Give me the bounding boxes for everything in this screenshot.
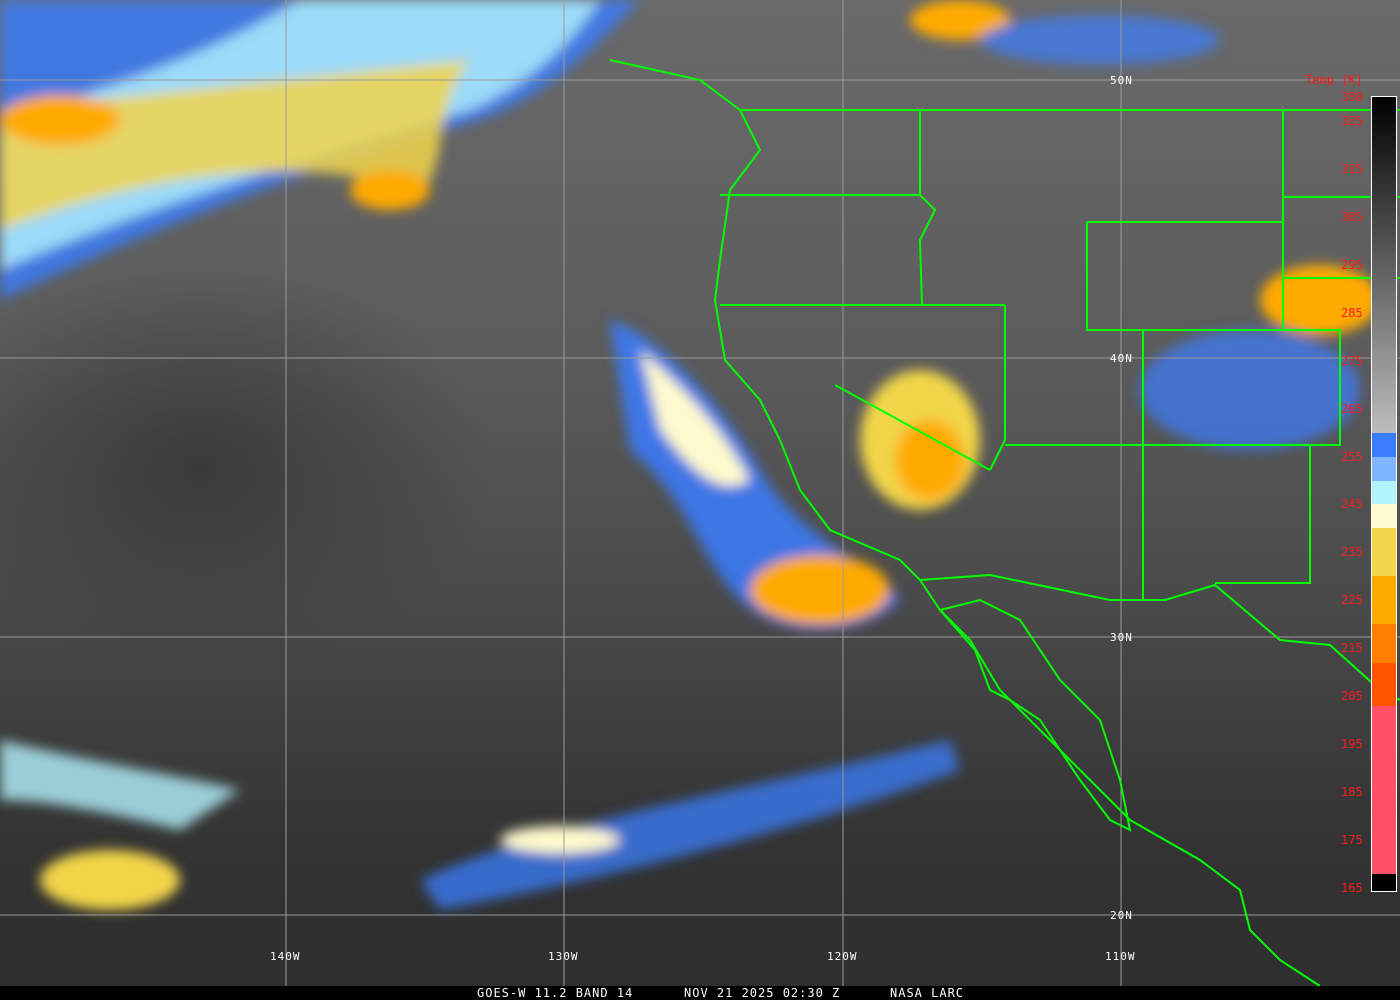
coastline-west <box>609 59 1321 987</box>
lat-label: 20N <box>1110 909 1133 922</box>
coastline-baja <box>938 598 1132 832</box>
colorbar-tick-label: 235 <box>1341 545 1363 560</box>
frontal-band-core <box>640 350 750 487</box>
cloud-cell <box>350 170 430 210</box>
cloud-cell <box>910 0 1010 40</box>
colorbar-tick-label: 185 <box>1341 785 1363 800</box>
colorbar-title: Temp [K] <box>1305 73 1363 87</box>
lat-label: 50N <box>1110 74 1133 87</box>
caption-satellite: GOES-W 11.2 BAND 14 <box>477 986 634 1000</box>
cloud-cell <box>980 15 1220 65</box>
lat-label: 40N <box>1110 352 1133 365</box>
colorbar-segment <box>1372 432 1396 457</box>
colorbar-tick-label: 195 <box>1341 737 1363 752</box>
cloud-band-south <box>0 740 240 830</box>
cloud-cell <box>1260 265 1380 335</box>
us-mexico-border <box>919 573 1400 701</box>
colorbar-tick-label: 215 <box>1341 641 1363 656</box>
cloud-cell <box>0 95 120 145</box>
cloud-cell <box>1140 330 1360 450</box>
caption-datetime: NOV 21 2025 02:30 Z <box>684 986 841 1000</box>
colorbar-segment <box>1372 662 1396 706</box>
colorbar-tick-label: 225 <box>1341 593 1363 608</box>
colorbar-segment <box>1372 97 1396 433</box>
state-borders <box>720 110 1400 600</box>
caption-source: NASA LARC <box>890 986 965 1000</box>
cloud-cell <box>750 555 890 625</box>
colorbar-tick-label: 265 <box>1341 401 1363 416</box>
colorbar-segment <box>1372 456 1396 481</box>
colorbar-tick-label: 275 <box>1341 353 1363 368</box>
temperature-colorbar <box>1371 96 1397 892</box>
colorbar-segment <box>1372 504 1396 529</box>
colorbar-tick-label: 330 <box>1341 90 1363 104</box>
cloud-cell <box>895 420 965 500</box>
lon-label: 140W <box>270 950 301 963</box>
colorbar-segment <box>1372 528 1396 577</box>
colorbar-tick-label: 295 <box>1341 257 1363 272</box>
colorbar-tick-label: 255 <box>1341 449 1363 464</box>
cloud-band-north-cold <box>0 60 470 230</box>
colorbar-tick-label: 315 <box>1341 161 1363 176</box>
colorbar-segment <box>1372 480 1396 505</box>
colorbar-tick-label: 165 <box>1341 881 1363 895</box>
colorbar-segment <box>1372 705 1396 874</box>
cloud-cell <box>500 826 620 854</box>
lon-label: 110W <box>1105 950 1136 963</box>
colorbar-tick-label: 175 <box>1341 833 1363 848</box>
colorbar-segment <box>1372 873 1396 888</box>
cloud-band-south <box>420 740 960 910</box>
colorbar-tick-label: 325 <box>1341 113 1363 128</box>
colorbar-segment <box>1372 576 1396 625</box>
lon-label: 120W <box>827 950 858 963</box>
image-caption: GOES-W 11.2 BAND 14 NOV 21 2025 02:30 Z … <box>0 986 1400 1000</box>
colorbar-segment <box>1372 624 1396 663</box>
cloud-cell <box>40 850 180 910</box>
colorbar-tick-label: 285 <box>1341 305 1363 320</box>
colorbar-tick-label: 245 <box>1341 497 1363 512</box>
political-borders <box>609 59 1400 987</box>
colorbar-tick-label: 205 <box>1341 689 1363 704</box>
lon-label: 130W <box>548 950 579 963</box>
lat-label: 30N <box>1110 631 1133 644</box>
colorbar-tick-label: 305 <box>1341 209 1363 224</box>
